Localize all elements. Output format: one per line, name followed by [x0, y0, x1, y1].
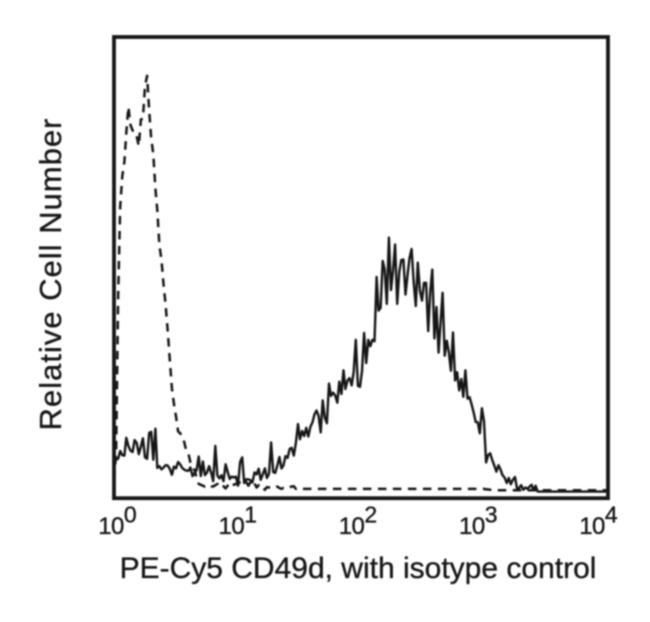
x-tick-label-1e2: 102	[338, 503, 378, 540]
tick-base: 10	[579, 513, 606, 540]
y-axis-label: Relative Cell Number	[33, 117, 68, 431]
x-axis-label: PE-Cy5 CD49d, with isotype control	[119, 552, 597, 585]
x-tick-label-1e1: 101	[218, 503, 257, 540]
x-tick-label-1e0: 100	[98, 503, 137, 540]
tick-exponent: 4	[604, 501, 618, 528]
cd49d-solid-curve	[112, 236, 608, 493]
tick-base: 10	[218, 513, 245, 540]
tick-exponent: 0	[123, 501, 137, 528]
plot-frame	[112, 35, 610, 501]
tick-base: 10	[98, 513, 125, 540]
tick-base: 10	[338, 513, 366, 540]
tick-exponent: 3	[484, 501, 498, 528]
tick-exponent: 1	[244, 501, 257, 528]
tick-exponent: 2	[364, 501, 377, 528]
x-tick-label-1e3: 103	[459, 503, 498, 540]
tick-base: 10	[459, 513, 486, 540]
isotype-control-dashed-curve	[112, 74, 608, 492]
x-tick-label-1e4: 104	[579, 503, 618, 540]
